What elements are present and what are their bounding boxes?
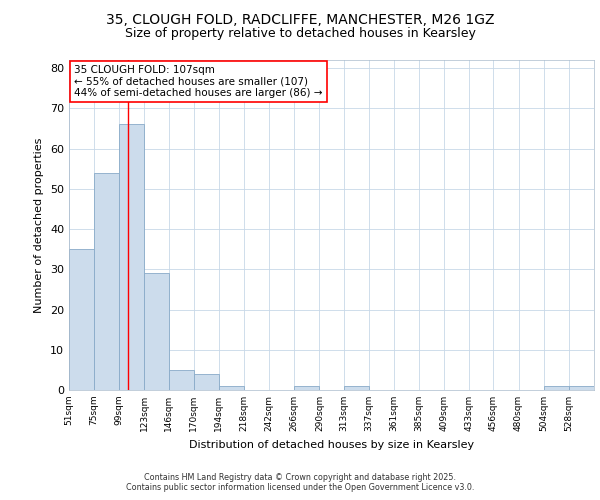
Text: Size of property relative to detached houses in Kearsley: Size of property relative to detached ho… xyxy=(125,28,475,40)
Y-axis label: Number of detached properties: Number of detached properties xyxy=(34,138,44,312)
Bar xyxy=(569,386,594,390)
Bar xyxy=(219,386,244,390)
Bar xyxy=(94,172,119,390)
Bar xyxy=(119,124,145,390)
Text: 35, CLOUGH FOLD, RADCLIFFE, MANCHESTER, M26 1GZ: 35, CLOUGH FOLD, RADCLIFFE, MANCHESTER, … xyxy=(106,12,494,26)
Text: Contains HM Land Registry data © Crown copyright and database right 2025.
Contai: Contains HM Land Registry data © Crown c… xyxy=(126,473,474,492)
Bar xyxy=(294,386,319,390)
Text: 35 CLOUGH FOLD: 107sqm
← 55% of detached houses are smaller (107)
44% of semi-de: 35 CLOUGH FOLD: 107sqm ← 55% of detached… xyxy=(74,65,323,98)
Bar xyxy=(145,274,169,390)
Bar xyxy=(169,370,194,390)
Bar xyxy=(194,374,219,390)
Bar xyxy=(69,249,94,390)
Bar xyxy=(544,386,569,390)
X-axis label: Distribution of detached houses by size in Kearsley: Distribution of detached houses by size … xyxy=(189,440,474,450)
Bar xyxy=(344,386,369,390)
